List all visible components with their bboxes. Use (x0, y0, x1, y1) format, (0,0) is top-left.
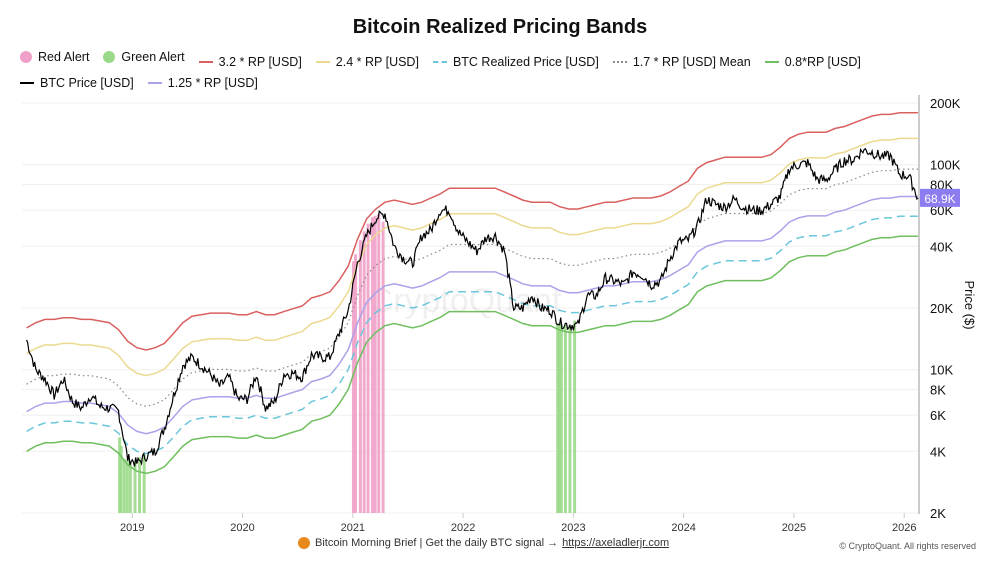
sun-icon (298, 537, 310, 549)
green-alert-bar (125, 460, 129, 513)
x-tick-label: 2019 (120, 522, 144, 534)
legend-label: 1.25 * RP [USD] (167, 76, 258, 90)
red-alert-bar (381, 221, 385, 514)
band-1-25-rp (26, 195, 918, 435)
footer: Bitcoin Morning Brief | Get the daily BT… (298, 537, 669, 549)
btc-price-line (26, 147, 919, 467)
legend-item[interactable]: BTC Price [USD] (20, 74, 134, 92)
legend-line-icon (612, 61, 627, 63)
green-alert-bar (122, 458, 126, 513)
legend-line-icon (147, 82, 162, 84)
legend-label: 1.7 * RP [USD] Mean (632, 55, 751, 69)
red-alert-bar (354, 254, 358, 513)
legend-item[interactable]: BTC Realized Price [USD] (432, 53, 599, 71)
legend-label: BTC Realized Price [USD] (452, 55, 599, 69)
y-axis-label: Price ($) (962, 280, 977, 329)
legend: Red Alert Green Alert 3.2 * RP [USD] 2.4 * … (20, 48, 980, 92)
red-alert-bar (362, 231, 366, 513)
footer-link[interactable]: https://axeladlerjr.com (562, 537, 670, 549)
legend-line-icon (432, 61, 447, 63)
legend-label: Red Alert (38, 50, 90, 64)
legend-label: 0.8*RP [USD] (784, 55, 861, 69)
green-alert-bar (142, 454, 146, 513)
y-tick-label: 60K (930, 203, 953, 218)
green-alert-bar (118, 437, 122, 513)
legend-item[interactable]: Red Alert (20, 48, 89, 66)
y-tick-label: 10K (930, 363, 953, 378)
band-3-2-rp (26, 112, 918, 351)
x-tick-label: 2021 (341, 522, 365, 534)
legend-label: BTC Price [USD] (40, 76, 134, 90)
legend-item[interactable]: 1.7 * RP [USD] Mean (612, 53, 751, 71)
green-alert-bar (559, 324, 563, 513)
x-tick-label: 2020 (230, 522, 254, 534)
band-2-4-rp (26, 137, 918, 377)
legend-line-icon (764, 61, 779, 63)
y-tick-label: 40K (930, 239, 953, 254)
y-tick-label: 20K (930, 301, 953, 316)
legend-dot-icon (20, 51, 32, 63)
green-alert-bar (556, 323, 560, 513)
y-tick-label: 8K (930, 383, 946, 398)
legend-item[interactable]: 2.4 * RP [USD] (315, 53, 419, 71)
red-alert-bar (377, 214, 381, 513)
red-alert-bar (366, 223, 370, 513)
y-tick-label: 4K (930, 444, 946, 459)
red-alert-bar (358, 240, 362, 513)
y-tick-label: 100K (930, 158, 961, 173)
legend-line-icon (315, 61, 330, 63)
footer-text: Bitcoin Morning Brief | Get the daily BT… (315, 537, 559, 549)
legend-label: Green Alert (121, 50, 185, 64)
x-tick-label: 2025 (782, 522, 806, 534)
y-tick-label: 2K (930, 506, 946, 521)
band-0-8-rp (26, 235, 918, 475)
x-tick-label: 2022 (451, 522, 475, 534)
green-alert-bar (119, 445, 123, 513)
x-tick-label: 2023 (561, 522, 585, 534)
realized-price-line (26, 215, 918, 455)
green-alert-bar (568, 325, 572, 513)
x-tick-label: 2026 (892, 522, 916, 534)
y-tick-label: 6K (930, 408, 946, 423)
copyright: © CryptoQuant. All rights reserved (839, 541, 976, 551)
band-1-7-rp-mean (26, 168, 918, 407)
last-value-label: 68.9K (924, 192, 955, 206)
legend-dot-icon (103, 51, 116, 63)
legend-label: 3.2 * RP [USD] (218, 55, 302, 69)
green-alert-bar (557, 323, 561, 513)
red-alert-bar (351, 261, 355, 513)
legend-line-icon (198, 61, 213, 63)
y-tick-label: 200K (930, 96, 961, 111)
legend-item[interactable]: 3.2 * RP [USD] (198, 53, 302, 71)
x-tick-label: 2024 (671, 522, 695, 534)
green-alert-bar (138, 457, 142, 513)
green-alert-bar (133, 460, 137, 513)
green-alert-bar (573, 320, 577, 513)
y-tick-label: 80K (930, 178, 953, 193)
red-alert-bar (370, 217, 374, 513)
legend-item[interactable]: 1.25 * RP [USD] (147, 74, 258, 92)
red-alert-bar (373, 215, 377, 513)
green-alert-bar (563, 325, 567, 513)
last-value-badge (920, 188, 960, 207)
legend-item[interactable]: 0.8*RP [USD] (764, 53, 861, 71)
chart-title: Bitcoin Realized Pricing Bands (352, 16, 648, 38)
legend-line-icon (20, 82, 34, 84)
legend-item[interactable]: Green Alert (103, 48, 185, 66)
legend-label: 2.4 * RP [USD] (335, 55, 419, 69)
green-alert-bar (128, 462, 132, 513)
